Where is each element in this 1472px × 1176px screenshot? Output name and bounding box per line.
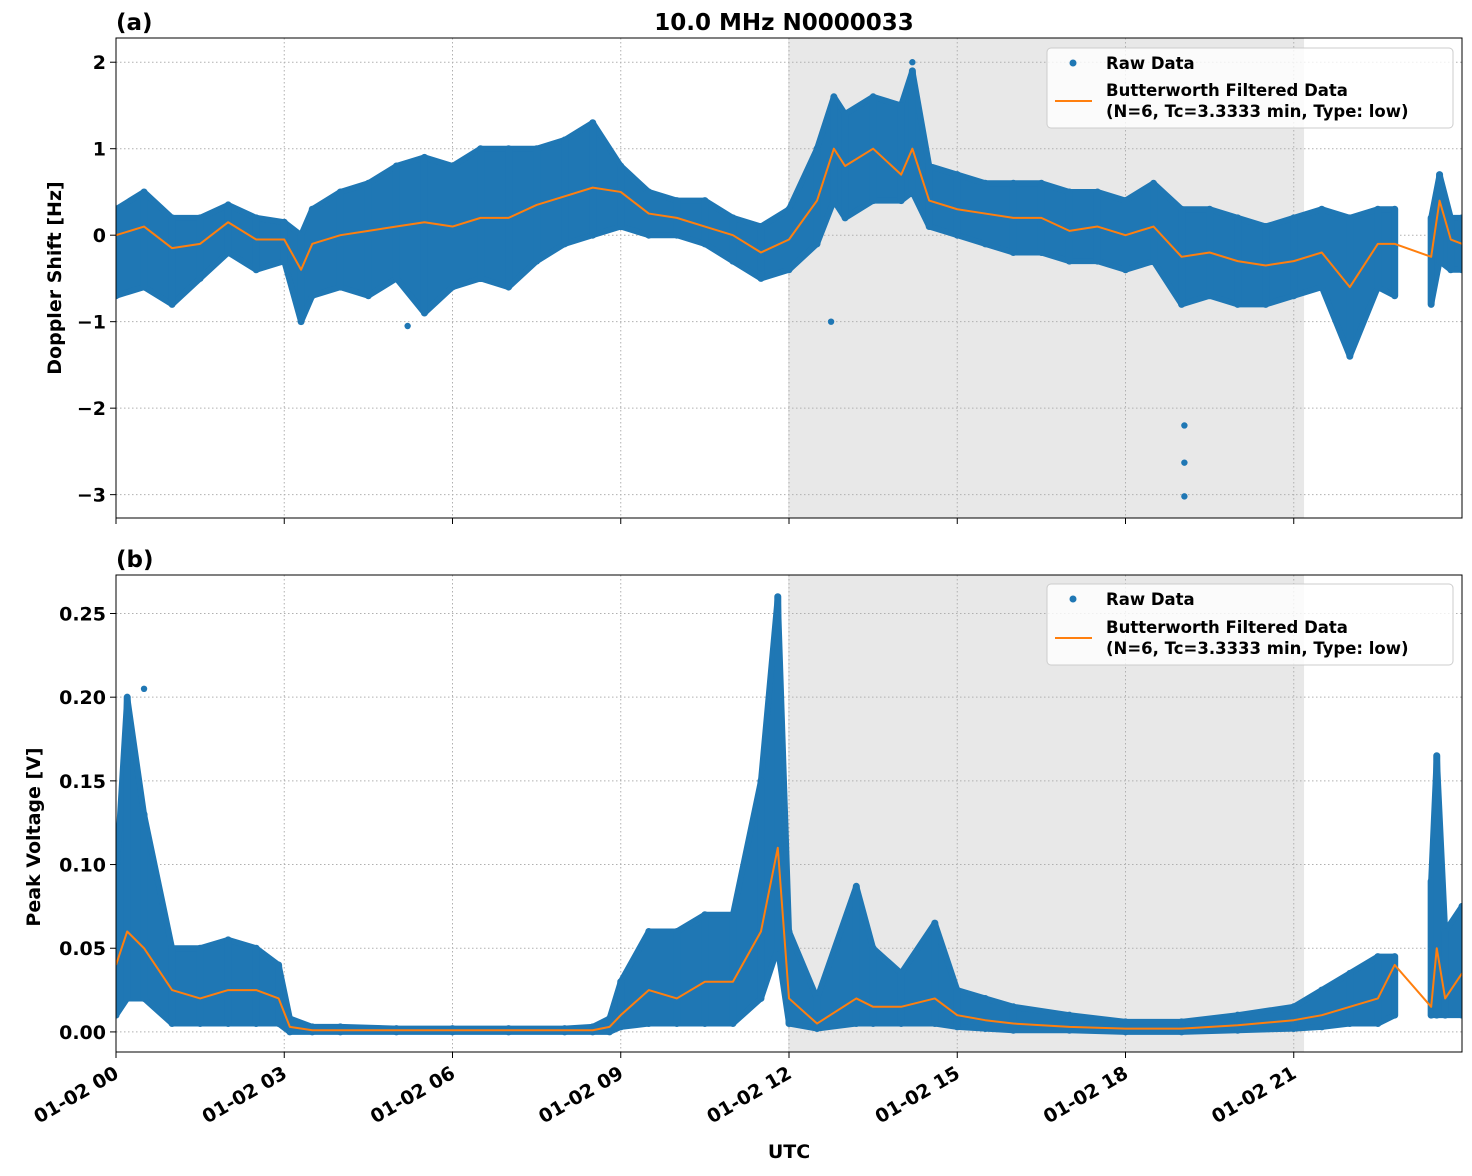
panel-label-b: (b): [116, 547, 154, 573]
panel-label-a: (a): [116, 10, 153, 36]
y-tick-label: 0.00: [59, 1022, 106, 1044]
y-tick-label: −3: [77, 485, 106, 507]
legend-box: [1046, 47, 1454, 129]
legend-filtered-label: Butterworth Filtered Data: [1106, 81, 1348, 100]
x-axis-label: UTC: [768, 1141, 810, 1163]
filtered-data-line: [116, 147, 1462, 289]
plot-area: [116, 593, 1462, 1036]
raw-data-point: [853, 883, 860, 890]
raw-data-point: [909, 59, 916, 66]
raw-data-point: [1181, 459, 1188, 466]
legend-a: Raw Data Butterworth Filtered Data (N=6,…: [1046, 47, 1454, 129]
raw-data-point: [1181, 493, 1188, 500]
y-axis-label-b: Peak Voltage [V]: [23, 747, 45, 926]
raw-data-point: [774, 593, 781, 600]
legend-raw-label: Raw Data: [1106, 54, 1195, 73]
y-tick-label: 1: [93, 139, 106, 161]
panel-a: (a) Doppler Shift [Hz] 2 1 0 −1 −2 −3 Raw Dat…: [44, 10, 1463, 524]
legend-raw-marker: [1069, 59, 1077, 67]
plot-area: [116, 59, 1462, 500]
raw-data-band: [1428, 171, 1462, 308]
chart-title: 10.0 MHz N0000033: [654, 10, 914, 36]
y-tick-label: 0.15: [59, 771, 106, 793]
legend-filtered-params: (N=6, Tc=3.3333 min, Type: low): [1106, 639, 1409, 658]
legend-filtered-params: (N=6, Tc=3.3333 min, Type: low): [1106, 102, 1409, 121]
y-tick-label: 0: [93, 225, 106, 247]
raw-data-point: [1181, 422, 1188, 429]
legend-raw-label: Raw Data: [1106, 590, 1195, 609]
y-tick-label: −1: [77, 312, 106, 334]
panel-b: (b) Peak Voltage [V] UTC 0.00 0.05 0.10 0.1…: [23, 547, 1463, 1163]
y-tick-label: 2: [93, 52, 106, 74]
x-tick-label: 01-02 06: [367, 1062, 459, 1128]
x-tick-label: 01-02 00: [30, 1062, 122, 1128]
x-tick-label: 01-02 12: [703, 1062, 795, 1128]
x-tick-label: 01-02 15: [871, 1062, 963, 1128]
x-tick-label: 01-02 09: [535, 1062, 627, 1128]
raw-data-point: [827, 318, 835, 325]
raw-data-point: [1433, 752, 1440, 759]
legend-raw-marker: [1069, 595, 1077, 603]
y-tick-label: 0.05: [59, 938, 106, 960]
raw-data-point: [404, 322, 411, 330]
x-tick-label: 01-02 03: [198, 1062, 290, 1128]
y-tick-label: −2: [77, 398, 106, 420]
legend-box: [1046, 583, 1454, 666]
x-tick-label: 01-02 21: [1208, 1062, 1300, 1128]
legend-filtered-label: Butterworth Filtered Data: [1106, 618, 1348, 637]
raw-data-point: [140, 685, 148, 693]
x-tick-label: 01-02 18: [1040, 1062, 1132, 1128]
filtered-data-line: [116, 846, 1462, 1032]
y-tick-label: 0.20: [59, 687, 106, 709]
y-axis-label-a: Doppler Shift [Hz]: [44, 181, 66, 374]
y-tick-label: 0.25: [59, 603, 106, 625]
legend-b: Raw Data Butterworth Filtered Data (N=6,…: [1046, 583, 1454, 666]
y-tick-label: 0.10: [59, 855, 106, 877]
